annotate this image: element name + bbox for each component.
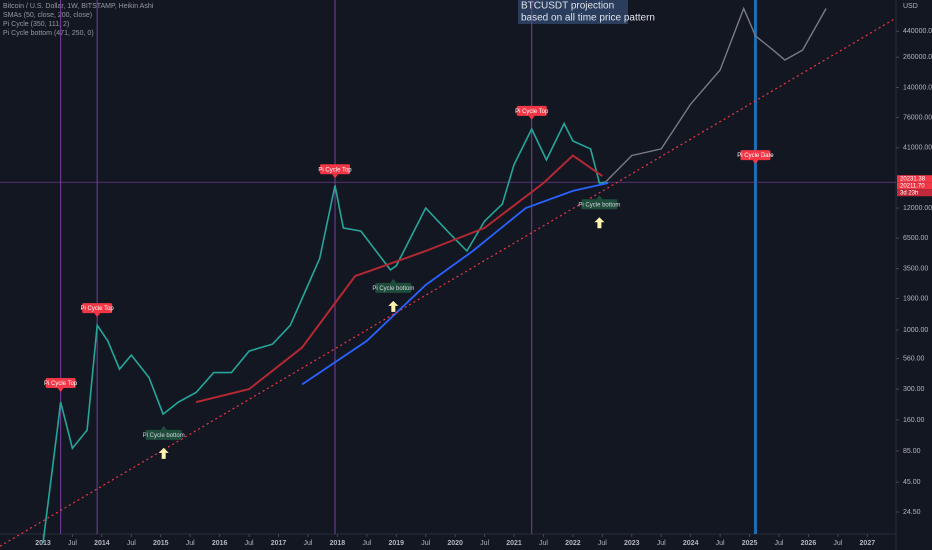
y-tick-label: 76000.00 [903, 114, 932, 121]
annotation-label: Pi Cycle Top [44, 381, 78, 387]
annotation-box [740, 150, 771, 161]
x-tick-label: 2020 [447, 540, 463, 547]
y-tick-label: 24.50 [903, 509, 921, 516]
y-tick-label: 440000.00 [903, 28, 932, 35]
price-tag-label: 20231.38 [900, 177, 926, 183]
annotation-pointer [596, 195, 603, 200]
x-tick-label: 2025 [742, 540, 758, 547]
annotation-pointer [752, 160, 759, 165]
x-tick-label: Jul [657, 540, 666, 547]
price-tag-label: 3d 23h [900, 191, 918, 197]
x-tick-label: 2014 [94, 540, 110, 547]
annotation-pointer [390, 278, 397, 283]
annotation-label: Pi Cycle bottom [143, 433, 185, 439]
annotation-label: Pi Cycle Top [515, 109, 549, 115]
annotation-pointer [57, 388, 64, 393]
y-tick-label: 45.00 [903, 479, 921, 486]
annotation-pointer [528, 115, 535, 120]
annotation-label: Pi Cycle bottom [578, 202, 620, 208]
x-tick-label: 2015 [153, 540, 169, 547]
annotation-pointer [332, 174, 339, 179]
y-tick-label: 160.00 [903, 417, 925, 424]
y-tick-label: 85.00 [903, 448, 921, 455]
cycle-band [753, 0, 757, 534]
x-tick-label: 2027 [860, 540, 876, 547]
x-tick-label: Jul [833, 540, 842, 547]
annotation-pointer [160, 425, 167, 430]
x-tick-label: Jul [480, 540, 489, 547]
x-tick-label: 2022 [565, 540, 581, 547]
series-line [42, 121, 606, 544]
indicator: Pi Cycle bottom (471, 250, 0) [3, 30, 94, 37]
annotation-label: Pi Cycle Top [81, 306, 115, 312]
note: based on all time price pattern [521, 13, 655, 24]
x-tick-label: 2023 [624, 540, 640, 547]
y-tick-label: 300.00 [903, 386, 925, 393]
y-tick-label: 260000.00 [903, 54, 932, 61]
annotation-label: Pi Cycle Date [737, 153, 774, 159]
y-tick-label: 6500.00 [903, 235, 928, 242]
x-tick-label: Jul [186, 540, 195, 547]
x-tick-label: 2013 [35, 540, 51, 547]
x-tick-label: Jul [716, 540, 725, 547]
price-tag [897, 175, 932, 183]
x-tick-label: Jul [598, 540, 607, 547]
note: BTCUSDT projection [521, 1, 614, 12]
x-tick-label: Jul [362, 540, 371, 547]
arrow-icon [388, 300, 399, 312]
x-tick-label: 2017 [271, 540, 287, 547]
x-tick-label: Jul [775, 540, 784, 547]
annotation-box [145, 429, 182, 440]
price-tag [897, 182, 932, 190]
annotation-box [516, 105, 547, 116]
x-tick-label: Jul [245, 540, 254, 547]
x-tick-label: Jul [539, 540, 548, 547]
annotation-box [45, 378, 76, 389]
x-tick-label: Jul [127, 540, 136, 547]
indicator: SMAs (50, close, 200, close) [3, 12, 92, 19]
x-tick-label: Jul [421, 540, 430, 547]
arrow-icon [158, 447, 169, 459]
x-tick-label: 2019 [388, 540, 404, 547]
x-tick-label: 2024 [683, 540, 699, 547]
legend: Bitcoin / U.S. Dollar, 1W, BITSTAMP, Hei… [3, 3, 154, 37]
note-box [518, 0, 628, 24]
price-tag [897, 189, 932, 197]
series-line [0, 18, 896, 547]
annotation-box [82, 303, 113, 314]
series-line [604, 6, 827, 183]
annotation-label: Pi Cycle bottom [372, 286, 414, 292]
annotation-pointer [94, 313, 101, 318]
arrow-icon [594, 217, 605, 229]
y-tick-label: 1000.00 [903, 327, 928, 334]
annotation-label: Pi Cycle Top [318, 167, 352, 173]
x-tick-label: 2016 [212, 540, 228, 547]
annotation-box [375, 282, 412, 293]
y-tick-label: 1900.00 [903, 295, 928, 302]
currency: USD [903, 3, 918, 10]
indicator: Pi Cycle (350, 111, 2) [3, 21, 69, 28]
y-tick-label: 560.00 [903, 355, 925, 362]
x-tick-label: 2018 [330, 540, 346, 547]
annotation-box [581, 199, 618, 210]
y-tick-label: 3500.00 [903, 265, 928, 272]
y-tick-label: 41000.00 [903, 145, 932, 152]
price-tag-label: 20211.70 [900, 184, 925, 190]
x-tick-label: Jul [303, 540, 312, 547]
annotation-box [320, 164, 351, 175]
x-tick-label: 2021 [506, 540, 522, 547]
chart-title: Bitcoin / U.S. Dollar, 1W, BITSTAMP, Hei… [3, 3, 154, 10]
x-tick-label: Jul [68, 540, 77, 547]
y-tick-label: 12000.00 [903, 205, 932, 212]
series-line [301, 182, 609, 386]
y-tick-label: 140000.00 [903, 84, 932, 91]
series-line [195, 154, 603, 404]
x-tick-label: 2026 [801, 540, 817, 547]
